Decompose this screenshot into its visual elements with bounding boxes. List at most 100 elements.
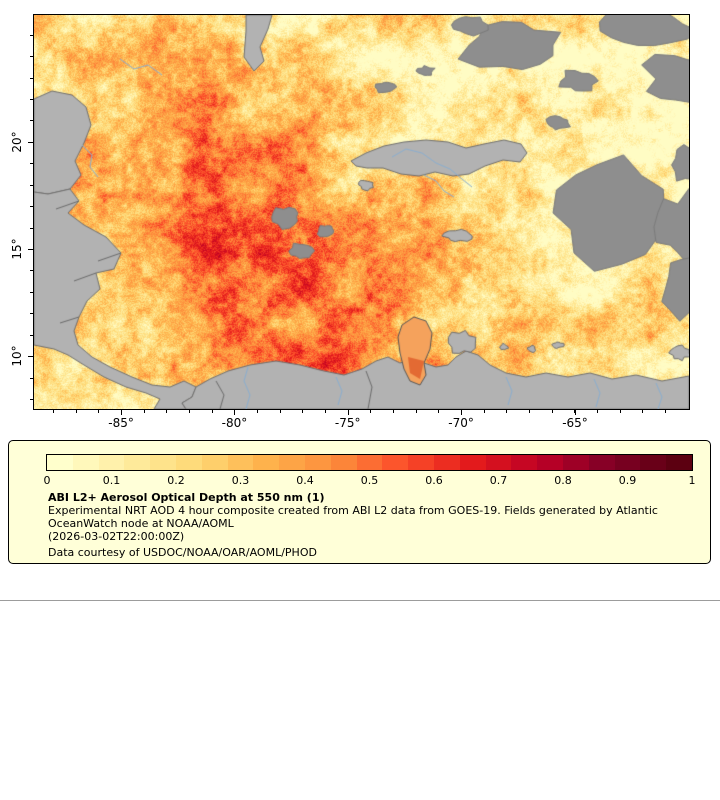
colorbar-segment (614, 455, 641, 470)
colorbar-segment (72, 455, 99, 470)
lon-minor-tick (75, 410, 77, 413)
colorbar-segment (47, 455, 73, 470)
lon-minor-tick (279, 410, 281, 413)
lon-minor-tick (642, 410, 644, 413)
lat-minor-tick (30, 163, 33, 165)
lon-minor-tick (211, 410, 213, 413)
map-plot-area (33, 14, 690, 410)
colorbar-segment (433, 455, 460, 470)
colorbar-tick-label: 0.6 (425, 474, 443, 487)
colorbar-tick-labels: 0 0.1 0.2 0.3 0.4 0.5 0.6 0.7 0.8 0.9 1 (43, 474, 696, 487)
lon-minor-tick (189, 410, 191, 413)
colorbar-segment (201, 455, 228, 470)
lon-minor-tick (257, 410, 259, 413)
colorbar-segment (279, 455, 305, 470)
lon-minor-tick (551, 410, 553, 413)
lat-major-tick (28, 141, 33, 143)
colorbar-tick-label: 1 (688, 474, 696, 487)
lat-tick-label: 20° (10, 131, 24, 153)
legend-timestamp: (2026-03-02T22:00:00Z) (48, 530, 185, 543)
lat-minor-tick (30, 99, 33, 100)
colorbar-tick-label: 0 (43, 474, 51, 487)
colorbar-tick-label: 0.8 (554, 474, 572, 487)
lat-major-tick (28, 356, 33, 358)
colorbar-segment (537, 455, 563, 470)
colorbar-segment (150, 455, 176, 470)
lon-minor-tick (166, 410, 168, 413)
lat-major-tick (28, 249, 33, 251)
colorbar-segment (175, 455, 202, 470)
lat-minor-tick (30, 120, 33, 122)
lon-minor-tick (438, 410, 440, 413)
lon-minor-tick (143, 410, 145, 413)
colorbar-segment (408, 455, 434, 470)
colorbar-segment (562, 455, 589, 470)
colorbar-segment (459, 455, 486, 470)
lat-minor-tick (30, 34, 33, 36)
lat-minor-tick (30, 184, 33, 186)
legend-text-block: ABI L2+ Aerosol Optical Depth at 550 nm … (48, 491, 658, 559)
lon-major-tick (121, 410, 123, 415)
colorbar-gradient (46, 454, 693, 471)
lat-minor-tick (30, 377, 33, 379)
lon-minor-tick (53, 410, 55, 413)
horizontal-divider (0, 600, 720, 601)
lon-minor-tick (98, 410, 100, 413)
lon-tick-label: -75° (334, 416, 361, 430)
colorbar-segment (253, 455, 280, 470)
lon-tick-label: -65° (562, 416, 588, 430)
lat-minor-tick (30, 56, 33, 58)
lat-tick-label: 10° (10, 345, 24, 367)
lon-major-tick (347, 410, 349, 415)
colorbar-segment (98, 455, 125, 470)
colorbar-segment (382, 455, 409, 470)
colorbar-segment (356, 455, 383, 470)
legend-title: ABI L2+ Aerosol Optical Depth at 550 nm … (48, 491, 325, 504)
lat-minor-tick (30, 291, 33, 293)
colorbar-tick-label: 0.7 (489, 474, 508, 487)
lat-minor-tick (30, 334, 33, 336)
lon-minor-tick (302, 410, 304, 413)
lon-minor-tick (393, 410, 395, 413)
legend-desc-line1: Experimental NRT AOD 4 hour composite cr… (48, 504, 658, 517)
colorbar-tick-label: 0.4 (296, 474, 314, 487)
lat-minor-tick (30, 399, 33, 401)
lon-tick-label: -85° (108, 416, 134, 430)
lon-minor-tick (415, 410, 417, 413)
colorbar-tick-label: 0.3 (231, 474, 250, 487)
aod-map-canvas (34, 15, 689, 409)
lon-minor-tick (529, 410, 531, 413)
colorbar-tick-label: 0.2 (167, 474, 185, 487)
lon-tick-label: -80° (221, 416, 248, 430)
lat-minor-tick (30, 206, 33, 208)
lon-major-tick (234, 410, 236, 415)
lon-minor-tick (597, 410, 599, 413)
colorbar-segment (588, 455, 615, 470)
lon-minor-tick (506, 410, 508, 413)
lon-minor-tick (325, 410, 327, 413)
colorbar-segment (330, 455, 357, 470)
lat-minor-tick (30, 313, 33, 315)
colorbar-tick-label: 0.1 (102, 474, 121, 487)
legend-courtesy: Data courtesy of USDOC/NOAA/OAR/AOML/PHO… (48, 546, 317, 559)
colorbar-segment (511, 455, 538, 470)
lat-minor-tick (30, 77, 33, 79)
colorbar-segment (485, 455, 512, 470)
colorbar-segment (124, 455, 151, 470)
lon-minor-tick (574, 410, 576, 413)
lon-major-tick (575, 410, 577, 415)
colorbar-segment (227, 455, 254, 470)
lat-tick-label: 15° (10, 238, 24, 260)
legend-desc-line2: OceanWatch node at NOAA/AOML (48, 517, 234, 530)
colorbar-segment (666, 455, 692, 470)
colorbar-segment (304, 455, 331, 470)
lon-minor-tick (665, 410, 667, 413)
lon-minor-tick (370, 410, 372, 413)
colorbar-tick-label: 0.9 (618, 474, 637, 487)
lat-minor-tick (30, 270, 33, 272)
lon-major-tick (461, 410, 463, 415)
lat-minor-tick (30, 227, 33, 229)
lon-minor-tick (483, 410, 485, 413)
lon-tick-label: -70° (448, 416, 474, 430)
